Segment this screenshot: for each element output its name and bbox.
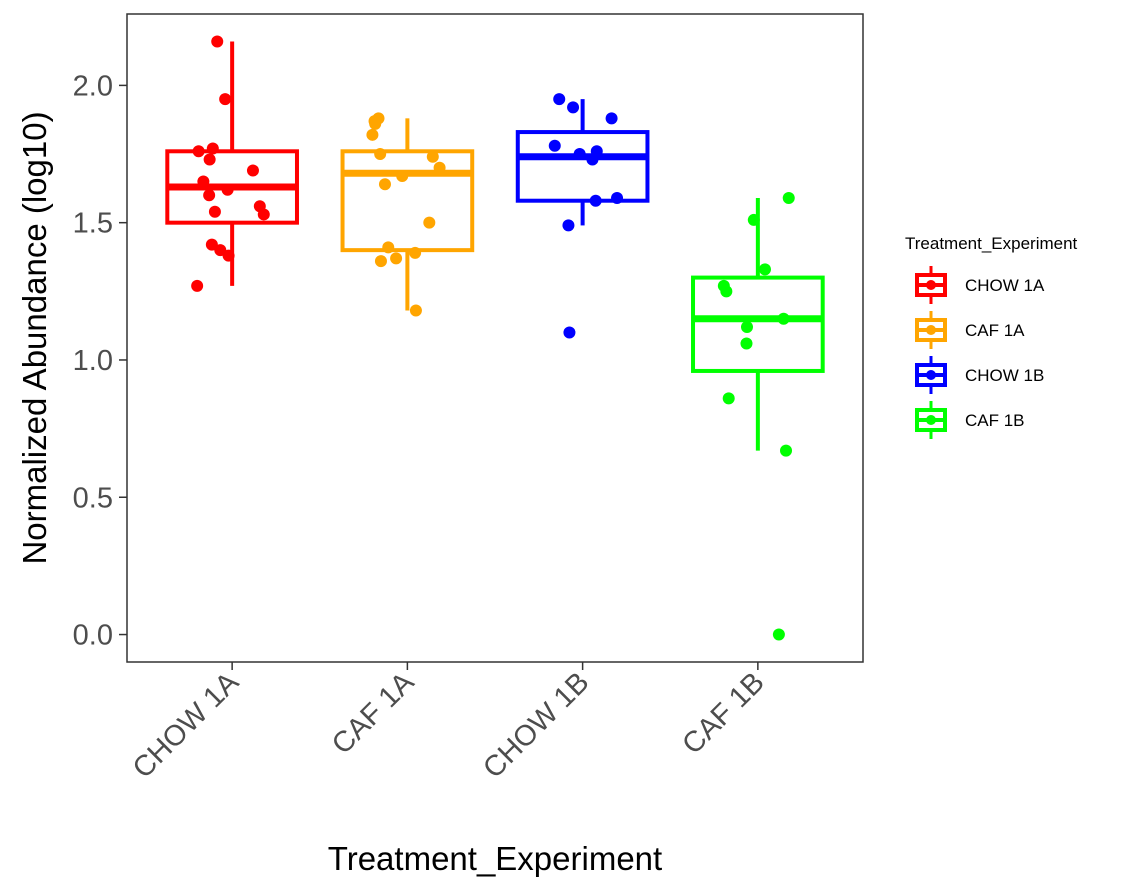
data-point [206,142,219,155]
axes: 0.0 0.5 1.0 1.5 2.0 CHOW 1A CAF 1A CHOW 1B CAF 1… [16,13,864,877]
x-axis-title: Treatment_Experiment [328,840,662,877]
data-point [740,321,753,334]
data-point [374,148,387,161]
data-point [219,93,232,106]
data-point [548,139,561,152]
data-point [409,304,422,317]
data-point [780,444,793,457]
data-point [722,392,735,405]
data-point [396,170,409,182]
data-point [567,101,580,114]
box [340,149,475,253]
x-tick-label: CHOW 1B [477,666,595,784]
y-tick-label: 2.0 [73,70,113,102]
y-axis-title: Normalized Abundance (log10) [16,111,53,564]
data-point [191,279,204,292]
box [691,275,825,373]
legend: Treatment_Experiment CHOW 1A CAF 1A CHOW 1B… [905,234,1078,439]
x-tick-label: CAF 1A [326,666,421,761]
legend-label: CHOW 1B [965,366,1044,385]
data-point [382,241,395,254]
x-tick-label: CHOW 1A [127,666,246,785]
legend-item-chow-1a: CHOW 1A [915,266,1045,304]
x-tick-label: CAF 1B [676,666,770,760]
data-point [553,93,566,106]
legend-item-chow-1b: CHOW 1B [915,356,1044,394]
data-point [246,164,259,177]
data-point [211,35,224,48]
legend-key-point [926,280,936,290]
data-point [562,219,575,232]
legend-label: CHOW 1A [965,276,1045,295]
legend-label: CAF 1B [965,411,1025,430]
data-point [777,312,790,325]
y-tick-label: 0.0 [73,620,113,652]
data-point [203,153,216,166]
data-point [208,205,221,218]
y-tick-label: 1.0 [73,345,113,377]
y-tick-label: 1.5 [73,208,113,240]
box-group-chow-1b [515,93,650,339]
data-point [589,194,602,207]
data-point [573,148,586,161]
legend-key-point [926,325,936,335]
data-point [423,216,436,229]
box-group-caf-1a [340,112,475,317]
data-point [366,128,379,141]
data-point [426,150,439,163]
data-point [586,153,599,166]
data-point [257,208,270,221]
panel-border [126,13,864,663]
box-group-caf-1b [691,191,825,641]
data-point [378,178,391,191]
data-point [758,263,771,276]
data-point [369,117,382,130]
data-point [611,191,624,204]
plot-area [165,35,825,641]
data-point [197,175,210,188]
data-point [409,246,422,259]
data-point [720,285,733,298]
data-point [740,337,753,350]
data-point [772,628,785,641]
legend-key-point [926,415,936,425]
box-group-chow-1a [165,35,299,292]
legend-item-caf-1b: CAF 1B [915,401,1025,439]
data-point [390,252,403,265]
data-point [605,112,618,125]
y-tick-label: 0.5 [73,482,113,514]
legend-title: Treatment_Experiment [905,234,1078,253]
data-point [782,191,795,204]
data-point [374,255,387,268]
data-point [747,213,760,226]
data-point [563,326,576,339]
data-point [433,161,446,174]
box [515,130,650,203]
data-point [192,145,205,158]
legend-key-point [926,370,936,380]
data-point [222,249,235,262]
legend-label: CAF 1A [965,321,1025,340]
data-point [203,189,216,202]
legend-item-caf-1a: CAF 1A [915,311,1025,349]
data-point [221,183,234,196]
